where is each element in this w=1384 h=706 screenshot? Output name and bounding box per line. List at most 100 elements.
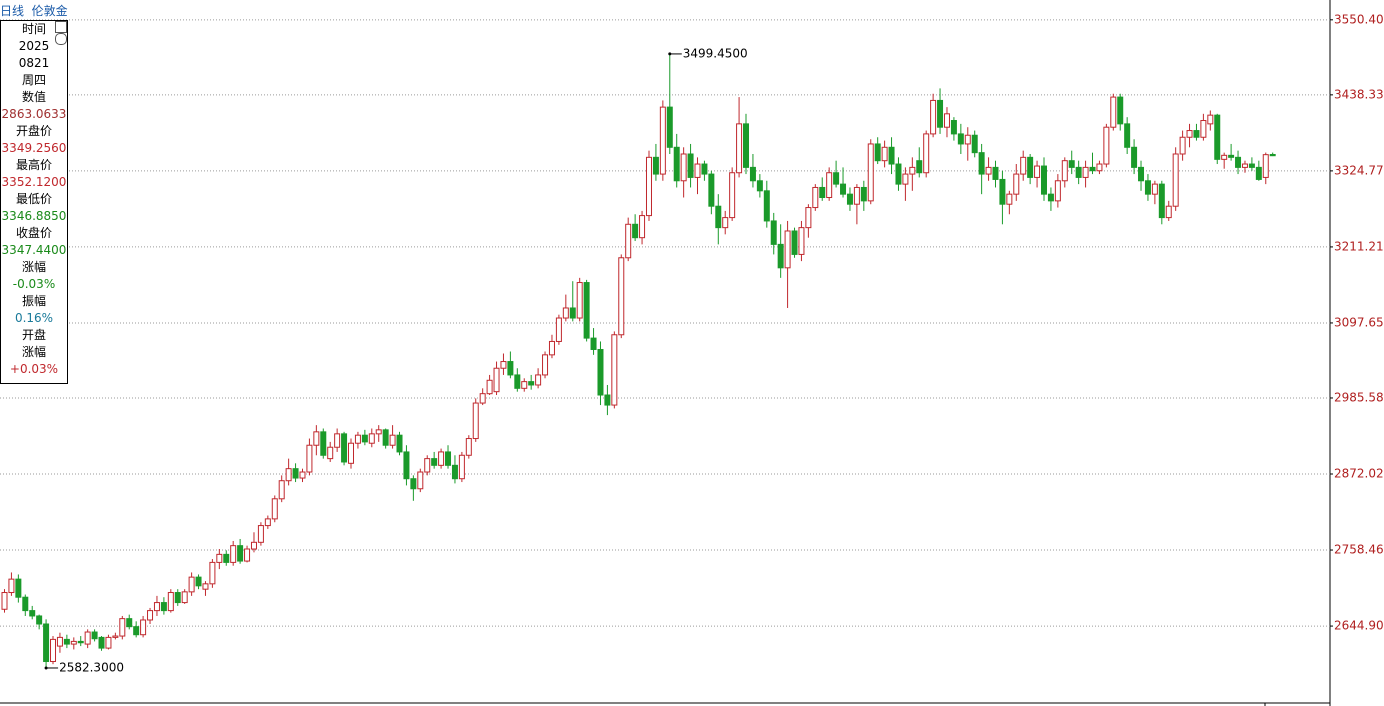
candle-body — [590, 337, 597, 350]
annotation-label: 3499.4500 — [683, 46, 748, 60]
candle-body — [583, 282, 590, 339]
y-tick-label: 2872.028 — [1334, 467, 1384, 481]
candle-body — [250, 541, 257, 550]
candle-body — [493, 367, 500, 393]
candle-body — [964, 134, 971, 145]
candle-body — [1047, 193, 1054, 202]
candle-body — [694, 163, 701, 178]
candle-body — [756, 180, 763, 192]
candle-body — [147, 610, 154, 621]
candle-body — [930, 99, 937, 135]
candle-body — [957, 133, 964, 145]
candle-body — [937, 99, 944, 128]
candle-body — [1221, 154, 1228, 160]
candle-body — [1228, 154, 1235, 158]
candle-body — [230, 545, 237, 563]
candle-body — [535, 374, 542, 386]
candle-body — [611, 334, 618, 406]
info-line: 3349.2560 — [1, 141, 67, 155]
info-line: 0.16% — [14, 311, 54, 325]
candle-body — [348, 442, 354, 464]
header: 日线 伦敦金 — [0, 2, 68, 19]
candle-body — [22, 596, 29, 612]
candle-body — [971, 134, 978, 154]
candle-body — [458, 454, 465, 480]
candle-body — [299, 471, 306, 479]
candle-body — [1075, 166, 1082, 178]
candle-body — [992, 166, 999, 180]
candle-body — [853, 186, 860, 205]
candle-body — [375, 429, 382, 435]
candle-body — [174, 592, 181, 604]
candle-body — [943, 113, 950, 128]
candle-body — [576, 282, 583, 319]
info-line: 涨幅 — [21, 345, 46, 359]
candle-body — [645, 156, 652, 217]
candle-body — [666, 106, 673, 148]
candle-body — [652, 156, 659, 175]
info-line: +0.03% — [9, 362, 59, 376]
candle-body — [812, 186, 819, 209]
candle-body — [1054, 180, 1061, 202]
info-line: 开盘价 — [15, 124, 52, 138]
candle-body — [604, 394, 611, 406]
candle-body — [639, 215, 646, 239]
candle-body — [805, 207, 812, 229]
candle-body — [361, 434, 368, 443]
candle-body — [569, 307, 576, 319]
candle-body — [528, 381, 535, 386]
candle-body — [486, 379, 493, 395]
candle-body — [874, 143, 881, 162]
candle-body — [56, 636, 63, 647]
candle-body — [978, 152, 985, 175]
candle-body — [133, 626, 140, 636]
candle-body — [507, 361, 514, 376]
candle-body — [368, 433, 375, 444]
candle-body — [202, 583, 209, 590]
candle-body — [1013, 173, 1020, 195]
candle-body — [271, 498, 278, 520]
candle-body — [278, 480, 285, 500]
candle-body — [867, 143, 874, 202]
info-line: 振幅 — [21, 294, 46, 308]
candle-body — [1082, 166, 1089, 178]
y-tick-label: 2644.907 — [1334, 619, 1384, 633]
info-line: 3352.1200 — [1, 175, 67, 189]
candle-body — [999, 178, 1006, 205]
candle-body — [860, 186, 867, 202]
candle-body — [216, 553, 223, 563]
candle-body — [438, 451, 445, 466]
info-line: 周四 — [21, 73, 46, 87]
info-line: 时间 — [21, 22, 46, 36]
candle-body — [188, 576, 195, 593]
candle-body — [431, 458, 438, 466]
candle-body — [846, 193, 853, 205]
candle-body — [680, 153, 687, 182]
candle-body — [292, 468, 299, 479]
annotation-label: 2582.3000 — [59, 660, 124, 674]
candle-body — [1200, 120, 1207, 138]
candle-body — [736, 123, 743, 174]
candle-body — [105, 636, 112, 649]
period: 日线 — [0, 4, 25, 18]
y-tick-label: 3211.215 — [1334, 239, 1384, 253]
settings-icon[interactable] — [55, 33, 67, 45]
candle-body — [555, 317, 562, 342]
candle-body — [826, 172, 833, 199]
y-tick-label: 3097.655 — [1334, 315, 1384, 329]
candle-body — [770, 220, 777, 245]
candle-body — [167, 592, 174, 612]
candle-body — [909, 166, 916, 175]
candle-body — [472, 402, 479, 440]
candle-body — [1061, 160, 1068, 182]
candle-body — [112, 635, 119, 638]
close-icon[interactable] — [55, 21, 67, 33]
candle-body — [819, 186, 826, 199]
candle-body — [1214, 114, 1221, 160]
candle-body — [195, 576, 202, 587]
candle-body — [784, 230, 791, 269]
candle-body — [798, 227, 805, 255]
info-line: 2025 — [18, 39, 50, 53]
candle-body — [625, 223, 632, 259]
